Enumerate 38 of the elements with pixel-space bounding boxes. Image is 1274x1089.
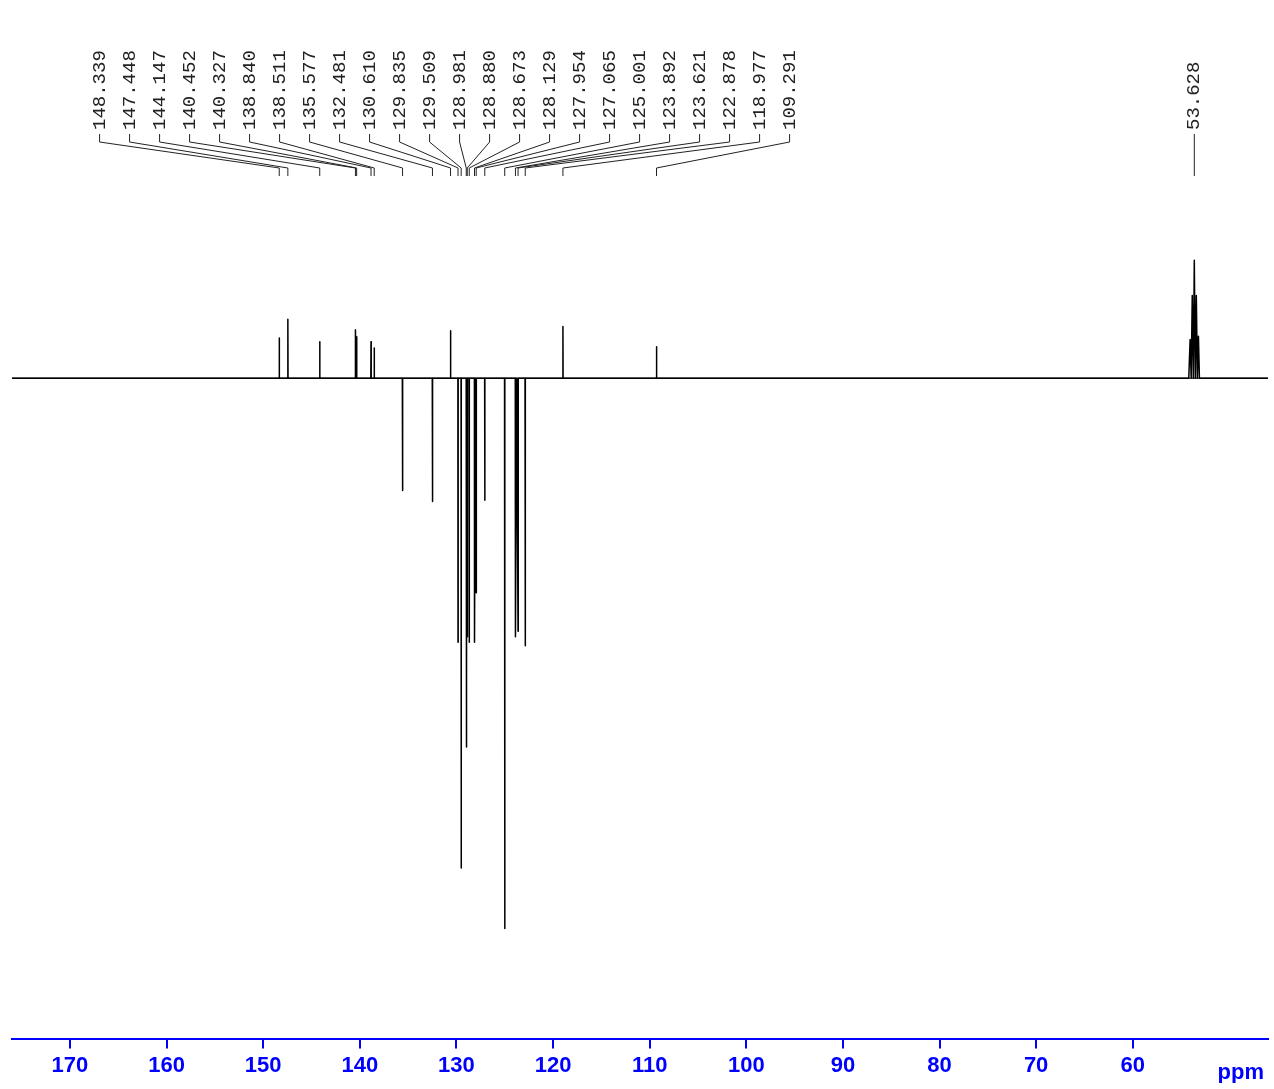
- annotation: 129.509: [418, 50, 441, 130]
- annotation: 118.977: [748, 50, 771, 130]
- annotation: 123.621: [688, 50, 711, 130]
- annotation: 127.954: [568, 50, 591, 130]
- x-tick-label: 80: [927, 1051, 952, 1077]
- annotation: 138.840: [238, 50, 261, 130]
- annotation: 109.291: [778, 50, 801, 130]
- annotation: 147.448: [118, 50, 141, 130]
- x-axis-title: ppm: [1217, 1058, 1264, 1084]
- annotation: 140.452: [178, 50, 201, 130]
- x-tick-label: 120: [534, 1051, 572, 1077]
- x-tick-label: 160: [148, 1051, 185, 1077]
- x-tick-label: 170: [51, 1051, 89, 1077]
- annotation: 122.878: [718, 50, 741, 130]
- x-tick-label: 100: [727, 1051, 765, 1077]
- x-tick-label: 130: [438, 1051, 475, 1077]
- annotation: 148.339: [88, 50, 111, 130]
- annotation: 144.147: [148, 50, 171, 130]
- annotation: 125.001: [628, 50, 651, 130]
- x-tick-label: 70: [1023, 1051, 1049, 1077]
- annotation: 128.673: [508, 50, 531, 130]
- annotation: 123.892: [658, 50, 681, 130]
- annotation: 140.327: [208, 50, 231, 130]
- annotation: 129.835: [388, 50, 411, 130]
- annotation: 127.065: [598, 50, 621, 130]
- x-tick-label: 110: [631, 1051, 668, 1077]
- x-tick-label: 60: [1120, 1051, 1145, 1077]
- annotation: 128.129: [538, 50, 561, 130]
- annotation: 128.880: [478, 50, 501, 130]
- annotation: 138.511: [268, 50, 291, 130]
- annotation: 53.628: [1183, 61, 1206, 130]
- x-tick-label: 140: [341, 1051, 379, 1077]
- annotation: 128.981: [448, 50, 471, 130]
- annotation: 135.577: [298, 50, 321, 130]
- annotation: 132.481: [328, 50, 351, 130]
- x-tick-label: 150: [244, 1051, 282, 1077]
- x-tick-label: 90: [830, 1051, 856, 1077]
- annotation: 130.610: [358, 50, 381, 130]
